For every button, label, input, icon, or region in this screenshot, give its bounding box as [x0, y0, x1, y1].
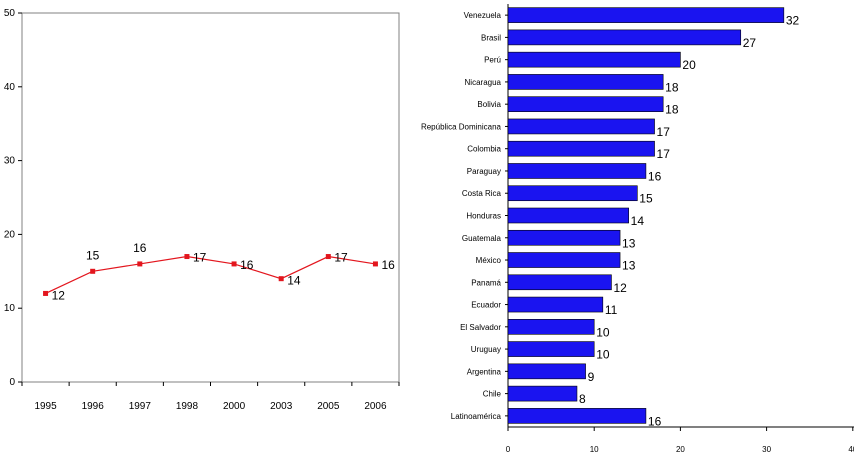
data-label: 16 [381, 258, 395, 272]
category-label: Brasil [481, 33, 501, 42]
bar-value-label: 15 [639, 192, 653, 206]
bar-value-label: 13 [622, 259, 636, 273]
bar [507, 207, 629, 224]
bar [507, 385, 578, 402]
category-label: Latinoamérica [451, 412, 502, 421]
category-label: Venezuela [464, 11, 502, 20]
bar [507, 140, 655, 157]
category-label: Colombia [467, 145, 501, 154]
bar [507, 363, 586, 380]
data-label: 17 [334, 251, 348, 265]
line-chart-frame [21, 12, 400, 383]
data-label: 15 [86, 248, 100, 262]
category-label: Chile [483, 390, 502, 399]
x-tick-label: 1995 [34, 401, 57, 412]
bar-value-label: 32 [786, 14, 800, 28]
bar [507, 296, 604, 313]
category-label: Guatemala [462, 234, 502, 243]
data-label: 16 [240, 258, 254, 272]
category-label: Panamá [471, 278, 501, 287]
category-label: Paraguay [467, 167, 501, 176]
category-label: México [476, 256, 502, 265]
bar [507, 274, 612, 291]
x-tick-label: 30 [762, 445, 771, 454]
category-label: El Salvador [460, 323, 501, 332]
bar [507, 319, 595, 335]
bar-value-label: 18 [665, 80, 679, 94]
data-label: 17 [193, 251, 207, 265]
bar-chart: 0 10 20 30 40 Venezuela 32 Brasil 27 Perú 20 Nicara… [421, 4, 854, 454]
bar [507, 51, 681, 68]
data-point [43, 290, 49, 296]
data-point [184, 254, 190, 260]
bar [507, 96, 664, 112]
bar-value-label: 8 [579, 392, 586, 406]
bar-value-label: 18 [665, 103, 679, 117]
data-point [90, 268, 96, 274]
x-tick-label: 20 [676, 445, 685, 454]
data-point [325, 254, 331, 260]
y-tick-label: 0 [9, 377, 15, 388]
x-tick-label: 10 [590, 445, 599, 454]
y-tick-label: 20 [4, 229, 16, 240]
category-label: Argentina [467, 367, 502, 376]
bar [507, 163, 647, 179]
bar [507, 74, 664, 90]
bar-value-label: 13 [622, 236, 636, 250]
bar-value-label: 12 [613, 281, 627, 295]
y-tick-label: 10 [4, 303, 16, 314]
x-tick-label: 2003 [270, 401, 293, 412]
bar [507, 118, 655, 135]
bar-value-label: 20 [682, 58, 696, 72]
x-tick-label: 2005 [317, 401, 340, 412]
data-label: 16 [133, 241, 147, 255]
category-label: Costa Rica [462, 189, 502, 198]
data-point [372, 261, 378, 267]
line-chart: 0 10 20 30 40 50 1995 1996 1997 1998 2000 2003 2005 2… [4, 8, 400, 412]
y-tick-label: 50 [4, 8, 16, 19]
bar [507, 408, 647, 424]
y-tick-label: 40 [4, 82, 16, 93]
bar [507, 29, 742, 46]
bar [507, 252, 621, 268]
y-tick-label: 30 [4, 156, 16, 167]
x-tick-label: 1998 [176, 401, 199, 412]
category-label: República Dominicana [421, 122, 502, 131]
x-tick-label: 1996 [82, 401, 105, 412]
data-point [231, 261, 237, 267]
data-label: 14 [287, 274, 301, 288]
bar-value-label: 16 [648, 414, 662, 428]
category-label: Ecuador [471, 301, 501, 310]
series-line [45, 255, 376, 294]
x-tick-label: 0 [506, 445, 511, 454]
bar [507, 229, 621, 246]
bar [507, 185, 638, 202]
category-label: Bolivia [477, 100, 501, 109]
data-point [278, 276, 284, 282]
x-tick-label: 1997 [129, 401, 152, 412]
x-tick-label: 2000 [223, 401, 246, 412]
bar-value-label: 14 [631, 214, 645, 228]
category-label: Perú [484, 56, 501, 65]
bar [507, 341, 595, 357]
data-label: 12 [52, 288, 66, 302]
bar-value-label: 17 [657, 125, 671, 139]
bar [507, 7, 785, 23]
bar-value-label: 27 [743, 36, 757, 50]
data-point [137, 261, 143, 267]
bar-value-label: 17 [657, 147, 671, 161]
x-tick-label: 2006 [364, 401, 387, 412]
bar-value-label: 10 [596, 325, 610, 339]
bar-value-label: 16 [648, 169, 662, 183]
bar-value-label: 11 [605, 303, 618, 317]
bar-value-label: 10 [596, 348, 610, 362]
category-label: Uruguay [471, 345, 501, 354]
x-tick-label: 40 [848, 445, 854, 454]
category-label: Honduras [466, 212, 501, 221]
bar-value-label: 9 [588, 370, 595, 384]
category-label: Nicaragua [465, 78, 502, 87]
